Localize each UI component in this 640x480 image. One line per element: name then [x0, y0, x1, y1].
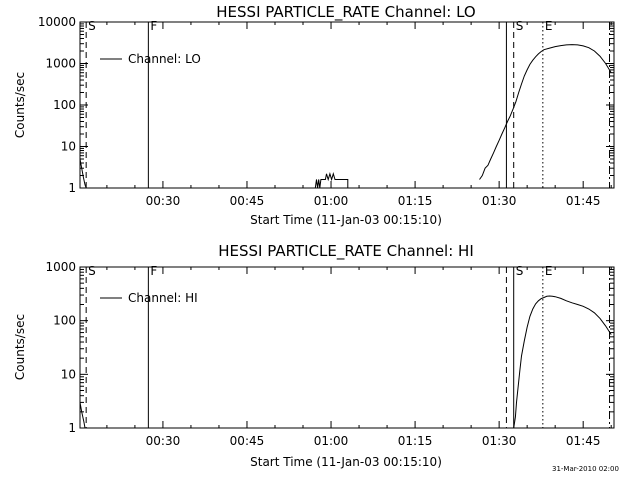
legend-label-hi: Channel: HI [128, 291, 198, 305]
x-tick-label: 01:15 [398, 194, 433, 208]
event-marker-label: E [545, 19, 553, 33]
x-tick-label: 01:45 [566, 434, 601, 448]
x-tick-label: 00:45 [230, 194, 265, 208]
legend-lo: Channel: LO [100, 52, 201, 66]
event-marker-label: F [150, 264, 157, 278]
y-tick-label: 1000 [45, 57, 76, 71]
y-tick-label: 10 [61, 140, 76, 154]
event-marker-label: F [150, 19, 157, 33]
ylabel-lo: Counts/sec [13, 72, 27, 138]
series-line-segment [79, 402, 86, 429]
event-marker-label: S [88, 264, 96, 278]
y-tick-label: 10 [61, 367, 76, 381]
panel-lo: HESSI PARTICLE_RATE Channel: LO 00:30 00:… [13, 3, 615, 227]
y-tick-label: 1000 [45, 260, 76, 274]
legend-hi: Channel: HI [100, 291, 198, 305]
xlabel-hi: Start Time (11-Jan-03 00:15:10) [250, 455, 442, 469]
x-tick-label: 00:30 [146, 434, 181, 448]
x-tick-label: 01:45 [566, 194, 601, 208]
ylabel-hi: Counts/sec [13, 314, 27, 380]
series-line-segment [314, 172, 349, 189]
series-line-segment [479, 44, 612, 180]
xlabel-lo: Start Time (11-Jan-03 00:15:10) [250, 213, 442, 227]
title-lo: HESSI PARTICLE_RATE Channel: LO [216, 3, 475, 22]
timestamp-label: 31-Mar-2010 02:00 [552, 465, 619, 473]
y-tick-label: 1 [68, 181, 76, 195]
series-line-segment [513, 295, 612, 429]
y-tick-label: 1 [68, 421, 76, 435]
x-tick-label: 01:30 [482, 194, 517, 208]
event-marker-label: S [516, 19, 524, 33]
x-tick-label: 01:00 [314, 434, 349, 448]
plot-frame-lo [79, 21, 615, 189]
event-marker-label: S [88, 19, 96, 33]
x-tick-label: 01:00 [314, 194, 349, 208]
panel-hi: HESSI PARTICLE_RATE Channel: HI 00:30 00:… [13, 242, 615, 469]
series-hi [79, 295, 612, 429]
series-line-segment [79, 158, 87, 189]
x-tick-label: 01:30 [482, 434, 517, 448]
y-tick-label: 100 [53, 98, 76, 112]
plot-frame-hi [79, 266, 615, 429]
title-hi: HESSI PARTICLE_RATE Channel: HI [218, 242, 474, 261]
axis-ticks-hi: 00:30 00:45 01:00 01:15 01:30 01:45 1 10 100 1000 [45, 260, 614, 448]
series-lo [79, 44, 612, 189]
event-marker-label: E [545, 264, 553, 278]
x-tick-label: 00:30 [146, 194, 181, 208]
event-marker-label: S [516, 264, 524, 278]
y-tick-label: 100 [53, 314, 76, 328]
x-tick-label: 00:45 [230, 434, 265, 448]
axis-ticks-lo: 00:30 00:45 01:00 01:15 01:30 01:45 1 10 100 1000… [38, 15, 614, 208]
y-tick-label: 10000 [38, 15, 76, 29]
x-tick-label: 01:15 [398, 434, 433, 448]
legend-label-lo: Channel: LO [128, 52, 201, 66]
